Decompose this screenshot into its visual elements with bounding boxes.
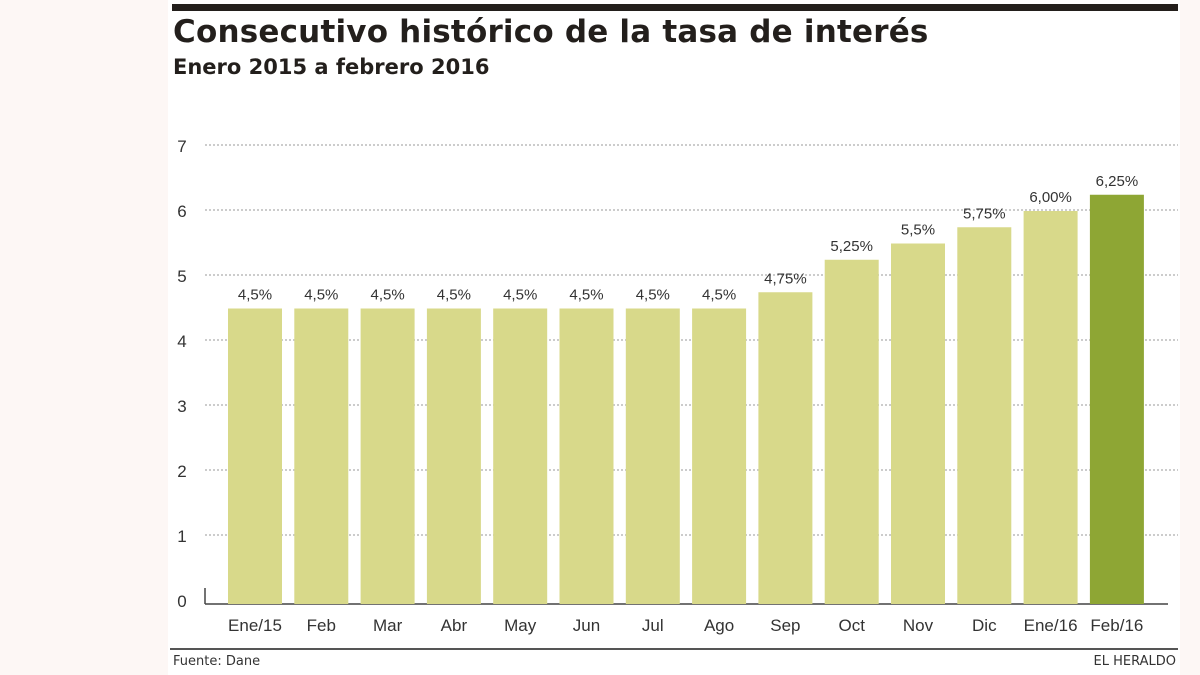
bar — [559, 308, 614, 604]
y-tick-label: 5 — [177, 267, 186, 286]
chart-title: Consecutivo histórico de la tasa de inte… — [173, 14, 929, 50]
data-label: 4,5% — [304, 287, 338, 304]
data-label: 4,5% — [503, 287, 537, 304]
y-tick-label: 7 — [177, 137, 186, 156]
x-tick-label: Feb/16 — [1090, 616, 1143, 635]
bar — [1089, 194, 1144, 604]
y-tick-label: 3 — [177, 397, 186, 416]
bar — [692, 308, 747, 604]
data-label: 4,5% — [437, 287, 471, 304]
y-tick-label: 1 — [177, 527, 186, 546]
x-tick-label: Jun — [573, 616, 600, 635]
x-tick-label: Ago — [704, 616, 734, 635]
x-tick-label: May — [504, 616, 537, 635]
y-tick-label: 2 — [177, 462, 186, 481]
x-tick-label: Mar — [373, 616, 403, 635]
data-label: 4,5% — [636, 287, 670, 304]
data-label: 4,5% — [370, 287, 404, 304]
bar — [493, 308, 548, 604]
bar — [360, 308, 415, 604]
x-tick-label: Sep — [770, 616, 800, 635]
bar — [625, 308, 680, 604]
data-label: 4,5% — [702, 287, 736, 304]
data-label: 5,5% — [901, 222, 935, 239]
bar — [228, 308, 282, 604]
data-label: 5,25% — [830, 238, 873, 255]
data-label: 5,75% — [963, 205, 1006, 222]
x-tick-label: Jul — [642, 616, 664, 635]
data-label: 4,5% — [569, 287, 603, 304]
brand-label: EL HERALDO — [1093, 654, 1176, 669]
top-rule — [172, 4, 1178, 11]
x-tick-label: Feb — [307, 616, 336, 635]
x-tick-label: Nov — [903, 616, 934, 635]
x-tick-label: Dic — [972, 616, 997, 635]
x-tick-label: Oct — [838, 616, 865, 635]
y-tick-label: 6 — [177, 202, 186, 221]
bar — [891, 243, 945, 604]
bar — [824, 259, 879, 604]
x-tick-label: Abr — [441, 616, 468, 635]
y-tick-label: 0 — [177, 592, 186, 611]
bar — [1023, 211, 1078, 604]
data-label: 6,25% — [1096, 173, 1139, 190]
bar — [426, 308, 481, 604]
source-note: Fuente: Dane — [173, 654, 261, 669]
x-tick-label: Ene/15 — [228, 616, 282, 635]
bar — [758, 292, 813, 604]
data-label: 4,75% — [764, 270, 807, 287]
data-label: 4,5% — [238, 287, 272, 304]
bar — [957, 227, 1012, 604]
y-tick-label: 4 — [177, 332, 186, 351]
footer-rule — [170, 648, 1178, 650]
x-tick-label: Ene/16 — [1024, 616, 1078, 635]
chart-subtitle: Enero 2015 a febrero 2016 — [173, 55, 490, 79]
data-label: 6,00% — [1029, 189, 1072, 206]
bar — [294, 308, 349, 604]
